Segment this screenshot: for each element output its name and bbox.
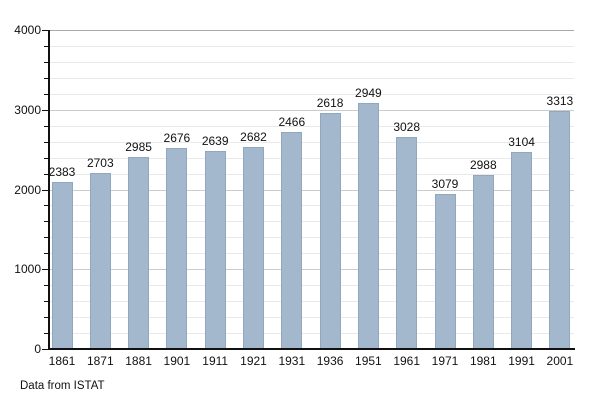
bar-1881: [128, 156, 150, 349]
y-axis-tick-4000: [42, 30, 49, 31]
bar-1911: [204, 150, 226, 349]
x-tick-label-1951: 1951: [355, 354, 382, 368]
y-axis-tick-3000: [42, 110, 49, 111]
bar-2001: [549, 110, 571, 349]
bar-1871: [89, 173, 111, 349]
y-axis-line: [48, 30, 50, 349]
bar-value-label-1881: 2985: [125, 139, 152, 154]
x-tick-label-1931: 1931: [278, 354, 306, 368]
x-tick-label-1971: 1971: [431, 354, 459, 368]
bar-value-label-1871: 2703: [86, 156, 114, 171]
minor-gridline-3600: [50, 62, 574, 63]
minor-gridline-800: [50, 285, 574, 286]
y-axis-tick-1600: [44, 221, 49, 222]
x-tick-label-1871: 1871: [86, 354, 114, 368]
y-axis-tick-2400: [44, 158, 49, 159]
bar-value-label-1936: 2618: [316, 96, 344, 111]
y-axis-tick-1000: [42, 269, 49, 270]
minor-gridline-2800: [50, 126, 574, 127]
x-tick-label-1921: 1921: [240, 354, 267, 368]
x-tick-label-1861: 1861: [48, 354, 76, 368]
bar-value-label-1981: 2988: [469, 158, 497, 173]
bar-value-label-1931: 2466: [278, 115, 306, 130]
x-tick-label-1991: 1991: [508, 354, 535, 368]
x-tick-label-1911: 1911: [202, 354, 229, 368]
bar-1951: [357, 103, 379, 349]
y-axis-tick-400: [44, 317, 49, 318]
y-tick-label-2000: 2000: [14, 183, 41, 197]
minor-gridline-1400: [50, 237, 574, 238]
y-axis-tick-2600: [44, 142, 49, 143]
y-axis-tick-3200: [44, 94, 49, 95]
x-tick-label-1961: 1961: [393, 354, 421, 368]
minor-gridline-1600: [50, 221, 574, 222]
major-gridline-1000: [50, 269, 574, 270]
y-axis-tick-0: [42, 349, 49, 350]
major-gridline-3000: [50, 110, 574, 111]
y-axis-tick-800: [44, 285, 49, 286]
y-axis-tick-2000: [42, 190, 49, 191]
bar-value-label-1861: 2383: [48, 164, 76, 179]
bar-value-label-1951: 2949: [355, 86, 382, 101]
major-gridline-2000: [50, 190, 574, 191]
minor-gridline-400: [50, 317, 574, 318]
minor-gridline-2200: [50, 174, 574, 175]
minor-gridline-2600: [50, 142, 574, 143]
y-tick-label-0: 0: [34, 342, 41, 356]
y-axis-tick-2800: [44, 126, 49, 127]
x-tick-label-1936: 1936: [316, 354, 344, 368]
caption: Data from ISTAT: [20, 380, 105, 392]
bar-value-label-2001: 3313: [546, 93, 574, 108]
bar-1991: [511, 151, 533, 349]
bar-1961: [396, 136, 418, 349]
y-tick-label-3000: 3000: [14, 103, 41, 117]
x-tick-label-1901: 1901: [163, 354, 191, 368]
y-axis-tick-1800: [44, 205, 49, 206]
y-axis-tick-200: [44, 333, 49, 334]
bar-1921: [243, 146, 264, 349]
x-tick-label-1981: 1981: [469, 354, 497, 368]
bar-1971: [434, 193, 456, 349]
x-axis-line: [48, 348, 575, 350]
minor-gridline-1200: [50, 253, 574, 254]
bar-value-label-1921: 2682: [240, 129, 267, 144]
y-tick-label-4000: 4000: [14, 23, 41, 37]
bar-1931: [281, 132, 303, 349]
y-axis-tick-2200: [44, 174, 49, 175]
y-axis-tick-1200: [44, 253, 49, 254]
bar-value-label-1911: 2639: [201, 133, 229, 148]
bar-1901: [166, 148, 188, 349]
minor-gridline-1800: [50, 205, 574, 206]
x-tick-label-1881: 1881: [125, 354, 152, 368]
bar-value-label-1961: 3028: [393, 119, 421, 134]
minor-gridline-3200: [50, 94, 574, 95]
major-gridline-4000: [50, 30, 574, 31]
bar-1861: [51, 181, 73, 349]
bar-value-label-1901: 2676: [163, 131, 191, 145]
minor-gridline-200: [50, 333, 574, 334]
bar-value-label-1971: 3079: [431, 176, 459, 191]
y-axis-tick-3400: [44, 78, 49, 79]
y-axis-tick-3600: [44, 62, 49, 63]
minor-gridline-2400: [50, 158, 574, 159]
minor-gridline-3800: [50, 46, 574, 47]
y-axis-tick-600: [44, 301, 49, 302]
y-axis-tick-1400: [44, 237, 49, 238]
x-tick-label-2001: 2001: [546, 354, 574, 368]
bar-value-label-1991: 3104: [508, 134, 535, 149]
bar-1981: [472, 175, 494, 349]
y-tick-label-1000: 1000: [14, 262, 41, 276]
minor-gridline-600: [50, 301, 574, 302]
y-axis-tick-3800: [44, 46, 49, 47]
minor-gridline-3400: [50, 78, 574, 79]
bar-1936: [319, 113, 341, 349]
